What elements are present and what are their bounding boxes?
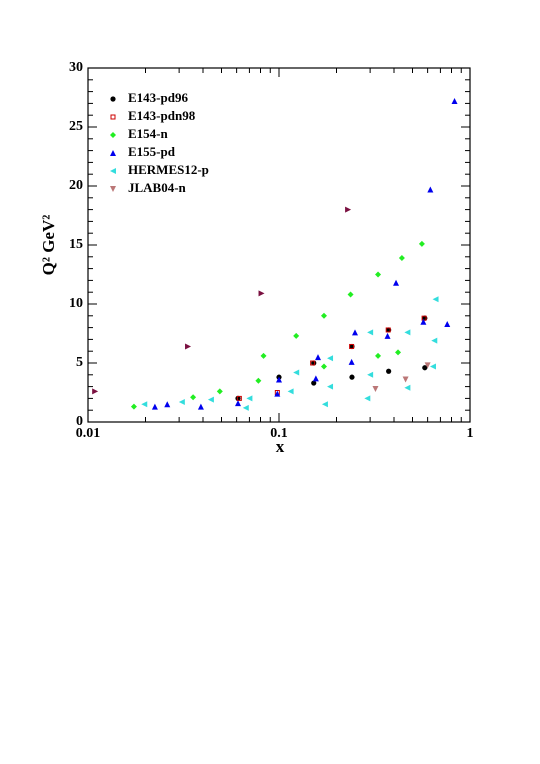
x-axis-label: x xyxy=(276,437,285,456)
point xyxy=(422,365,428,371)
point xyxy=(427,186,434,193)
point xyxy=(347,291,354,298)
point xyxy=(164,401,171,408)
point xyxy=(197,403,204,410)
point xyxy=(385,327,391,333)
legend-label: E154-n xyxy=(128,126,169,141)
y-tick-label: 20 xyxy=(69,178,83,193)
point xyxy=(311,380,317,386)
point xyxy=(372,385,379,392)
point xyxy=(404,329,411,336)
point xyxy=(92,388,99,395)
point xyxy=(352,329,359,336)
point xyxy=(375,352,382,359)
point xyxy=(242,404,249,411)
point xyxy=(321,401,328,408)
point xyxy=(404,384,411,391)
point xyxy=(327,355,334,362)
legend-marker xyxy=(110,96,116,102)
point xyxy=(310,360,316,366)
point xyxy=(234,400,241,407)
point xyxy=(260,352,267,359)
point xyxy=(216,388,223,395)
legend-marker xyxy=(110,168,116,174)
point xyxy=(287,388,294,395)
point xyxy=(236,395,242,401)
legend-label: E143-pd96 xyxy=(128,90,188,105)
point xyxy=(429,363,436,370)
point xyxy=(348,358,355,365)
point xyxy=(345,206,352,213)
point xyxy=(246,395,253,402)
point xyxy=(151,403,158,410)
point xyxy=(364,395,371,402)
point xyxy=(444,321,451,328)
point xyxy=(258,290,265,297)
point xyxy=(320,312,327,319)
point xyxy=(320,363,327,370)
point xyxy=(130,403,137,410)
point xyxy=(398,254,405,261)
point xyxy=(384,332,391,339)
legend-marker xyxy=(110,186,116,192)
point xyxy=(293,332,300,339)
point xyxy=(431,337,438,344)
point xyxy=(393,279,400,286)
point xyxy=(424,362,431,369)
y-tick-label: 10 xyxy=(69,296,83,311)
point xyxy=(367,329,374,336)
point xyxy=(255,377,262,384)
point xyxy=(375,271,382,278)
legend-label: E143-pdn98 xyxy=(128,108,196,123)
y-tick-label: 5 xyxy=(76,355,83,370)
point xyxy=(178,398,185,405)
point xyxy=(349,343,355,349)
point xyxy=(190,394,197,401)
y-tick-label: 25 xyxy=(69,119,83,134)
point xyxy=(327,383,334,390)
y-tick-label: 30 xyxy=(69,60,83,75)
point xyxy=(235,395,241,401)
point xyxy=(420,318,427,325)
point xyxy=(312,375,319,382)
point xyxy=(418,240,425,247)
legend-label: E155-pd xyxy=(128,144,176,159)
legend-label: HERMES12-p xyxy=(128,162,209,177)
point xyxy=(386,368,392,374)
point xyxy=(367,371,374,378)
point xyxy=(276,376,282,383)
point xyxy=(185,343,192,350)
legend-marker xyxy=(110,132,116,138)
x-tick-label: 1 xyxy=(467,426,474,441)
point xyxy=(432,296,439,303)
point xyxy=(293,369,300,376)
y-tick-label: 15 xyxy=(69,237,83,252)
legend-marker xyxy=(110,150,116,156)
point xyxy=(314,354,321,361)
point xyxy=(207,396,214,403)
point xyxy=(395,349,402,356)
legend-label: JLAB04-n xyxy=(128,180,187,195)
x-tick-label: 0.1 xyxy=(270,426,288,441)
point xyxy=(141,401,148,408)
y-tick-label: 0 xyxy=(76,414,83,429)
legend-marker xyxy=(110,114,116,120)
y-axis-label: Q² GeV² xyxy=(39,215,58,276)
point xyxy=(274,390,281,397)
point xyxy=(349,374,355,380)
point xyxy=(402,376,409,383)
point xyxy=(451,98,458,105)
x-tick-label: 0.01 xyxy=(76,426,101,441)
